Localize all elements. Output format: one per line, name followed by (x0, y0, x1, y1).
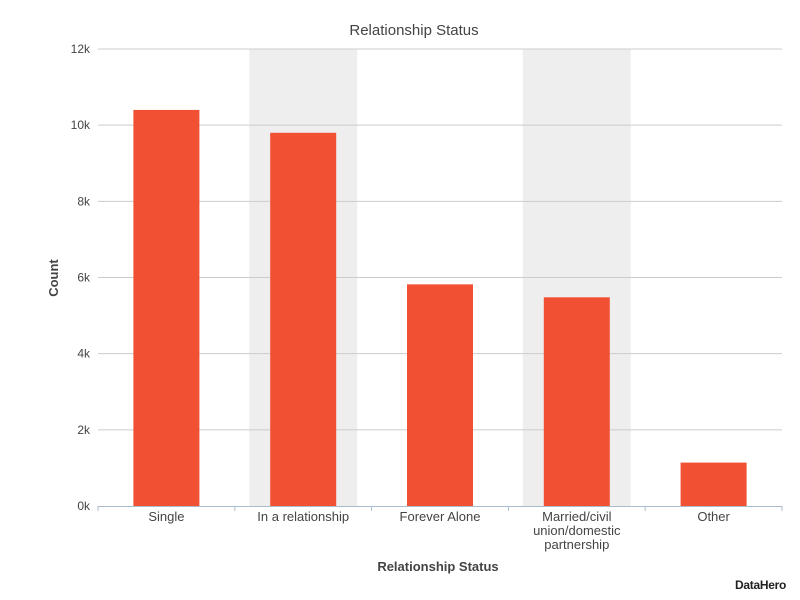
x-tick-label: Married/civil union/domestic partnership (533, 509, 621, 552)
y-tick-label: 0k (77, 499, 91, 513)
x-tick-label: Other (697, 509, 730, 524)
y-tick-labels: 0k 2k 4k 6k 8k 10k 12k (71, 42, 91, 513)
x-tick-label: In a relationship (257, 509, 349, 524)
y-tick-label: 8k (77, 194, 91, 208)
x-axis: Single In a relationship Forever Alone Marr… (97, 506, 783, 552)
bars (133, 109, 747, 507)
bar (543, 297, 610, 506)
x-axis-title: Relationship Status (377, 559, 498, 574)
x-tick-label: Single (148, 509, 184, 524)
brand-logo: DataHero (735, 578, 786, 592)
y-tick-label: 4k (77, 347, 91, 361)
bar (407, 284, 473, 506)
bar (680, 462, 747, 506)
y-tick-label: 6k (77, 271, 91, 285)
y-tick-label: 2k (77, 423, 91, 437)
bar (270, 132, 337, 507)
y-axis-title: Count (46, 259, 61, 297)
bar (133, 109, 200, 506)
y-tick-label: 10k (71, 118, 91, 132)
chart-title: Relationship Status (349, 22, 478, 39)
y-tick-label: 12k (71, 42, 91, 56)
x-tick-label: Forever Alone (400, 509, 481, 524)
